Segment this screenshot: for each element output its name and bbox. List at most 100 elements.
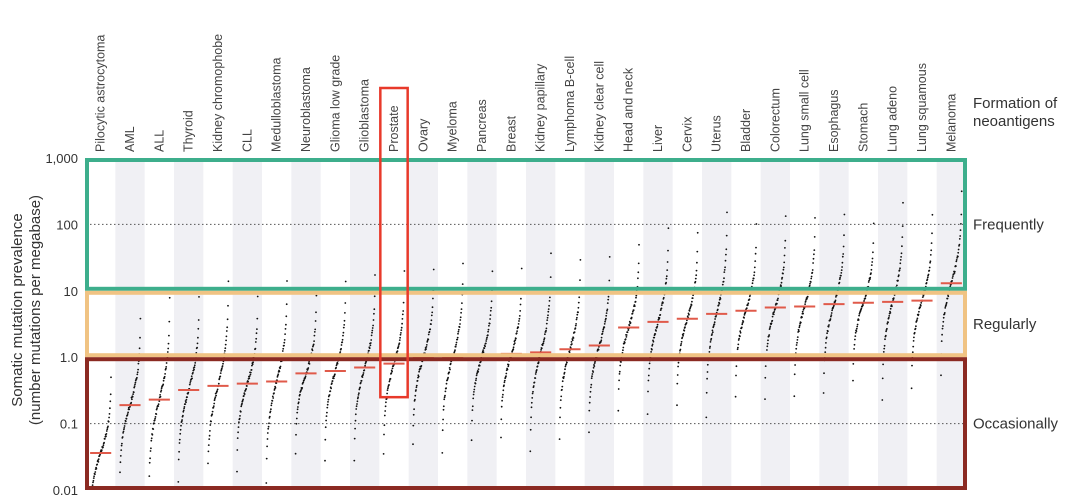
data-point	[945, 301, 948, 304]
data-point	[247, 380, 250, 383]
data-point	[618, 379, 620, 382]
category-label: Stomach	[856, 103, 870, 152]
data-point	[886, 322, 889, 325]
data-point	[571, 339, 574, 342]
data-point	[558, 438, 561, 440]
data-point	[957, 251, 960, 254]
data-point	[920, 302, 923, 304]
data-point	[212, 405, 215, 407]
data-point	[182, 410, 185, 413]
data-point	[739, 330, 742, 333]
data-point	[801, 316, 803, 319]
data-point	[412, 413, 415, 416]
data-point	[168, 320, 171, 323]
data-point	[130, 401, 133, 404]
data-point	[503, 379, 506, 382]
data-point	[219, 375, 222, 378]
data-point	[594, 360, 596, 363]
y-tick-label: 0.1	[60, 417, 78, 432]
category-label: Thyroid	[182, 110, 196, 152]
data-point	[373, 312, 375, 315]
data-point	[210, 420, 213, 423]
data-point	[651, 343, 654, 346]
data-point	[490, 300, 493, 303]
data-point	[603, 323, 606, 325]
data-point	[912, 340, 915, 342]
data-point	[635, 294, 638, 297]
data-point	[689, 305, 692, 308]
data-point	[548, 304, 550, 307]
data-point	[705, 416, 708, 419]
data-point	[706, 363, 709, 366]
data-point	[748, 298, 751, 301]
data-point	[95, 467, 98, 470]
data-point	[334, 373, 336, 376]
data-point	[914, 327, 917, 330]
data-point	[618, 370, 621, 373]
data-point	[605, 312, 608, 314]
category-stripes	[115, 158, 966, 490]
data-point	[842, 253, 845, 255]
data-point	[535, 369, 538, 371]
category-label: Pilocytic astrocytoma	[94, 35, 108, 152]
data-point	[399, 336, 401, 339]
data-point	[214, 396, 217, 399]
data-point	[196, 342, 199, 345]
data-point	[726, 211, 728, 214]
data-point	[813, 249, 816, 252]
data-point	[216, 390, 219, 392]
data-point	[329, 390, 332, 392]
data-point	[709, 345, 711, 348]
data-point	[414, 394, 417, 397]
data-point	[304, 375, 307, 378]
data-point	[368, 347, 371, 350]
data-point	[719, 298, 722, 300]
data-point	[279, 365, 282, 368]
stripe-9	[350, 158, 380, 490]
data-point	[190, 375, 193, 378]
category-label: Kidney papillary	[534, 63, 548, 152]
data-point	[222, 362, 224, 365]
data-point	[197, 327, 200, 330]
category-label: Lung adeno	[886, 86, 900, 152]
data-point	[167, 347, 170, 350]
data-point	[799, 321, 802, 324]
data-point	[373, 295, 376, 298]
data-point	[745, 307, 748, 310]
data-point	[545, 322, 548, 325]
data-point	[572, 337, 575, 339]
data-point	[325, 419, 327, 422]
data-point	[214, 397, 216, 400]
data-point	[382, 453, 385, 455]
data-point	[419, 367, 422, 370]
data-point	[953, 272, 956, 274]
category-label: Colorectum	[768, 88, 782, 152]
data-point	[590, 386, 592, 389]
data-point	[852, 379, 854, 382]
data-point	[209, 430, 211, 432]
data-point	[485, 338, 488, 340]
data-point	[691, 300, 693, 303]
data-point	[490, 306, 493, 309]
data-point	[110, 376, 112, 379]
data-point	[513, 343, 515, 346]
data-point	[477, 368, 480, 370]
data-point	[660, 304, 663, 306]
data-point	[723, 269, 726, 271]
data-point	[590, 383, 593, 386]
data-point	[776, 299, 779, 301]
data-point	[667, 249, 669, 252]
data-point	[335, 364, 338, 367]
data-point	[272, 397, 275, 399]
data-point	[589, 390, 592, 393]
data-point	[152, 428, 155, 430]
data-point	[331, 380, 334, 382]
data-point	[710, 337, 713, 340]
data-point	[696, 250, 699, 253]
data-point	[295, 433, 297, 436]
data-point	[266, 432, 269, 434]
data-point	[137, 362, 140, 365]
data-point	[688, 310, 691, 312]
data-point	[841, 255, 844, 258]
data-point	[369, 342, 372, 344]
